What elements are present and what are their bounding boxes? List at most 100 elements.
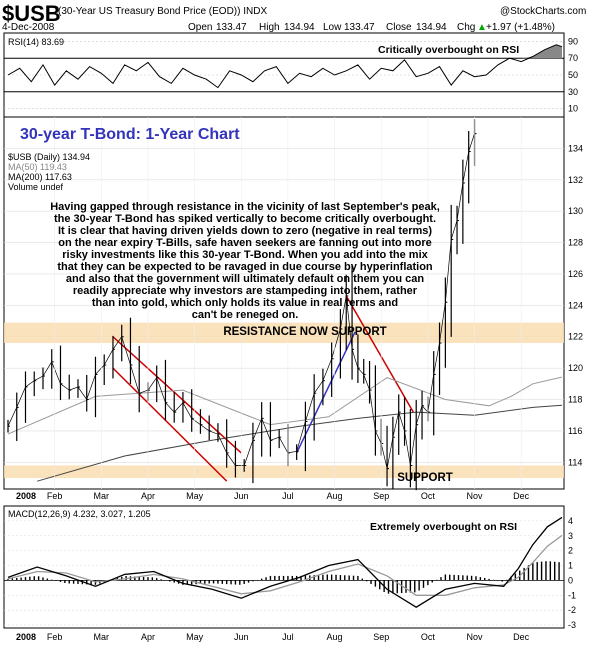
macd-line [7, 516, 563, 608]
rsi-tick-label: 70 [568, 53, 578, 63]
price-tick-label: 128 [568, 238, 583, 248]
macd-tick-label: 2 [568, 546, 573, 556]
price-tick-label: 118 [568, 395, 582, 405]
chg-label: Chg [457, 22, 475, 33]
rsi-tick-label: 50 [568, 70, 578, 80]
price-tick-label: 114 [568, 457, 582, 467]
x-tick-label: Jul [282, 491, 294, 501]
low-label: Low [323, 22, 342, 33]
ma50-legend: MA(50) 119.43 [8, 162, 67, 172]
price-tick-label: 130 [568, 206, 583, 216]
open-value: 133.47 [216, 22, 247, 33]
macd-tick-label: 1 [568, 561, 573, 571]
macd-tick-label: 4 [568, 516, 573, 526]
low-value: 133.47 [344, 22, 375, 33]
volume-legend: Volume undef [8, 182, 64, 192]
price-tick-label: 124 [568, 300, 583, 310]
price-tick-label: 134 [568, 143, 583, 153]
x-axis-labels: 2008 2008 Feb Feb Mar Mar Apr Apr May May Jun Jun Ju… [16, 117, 530, 642]
x-tick-label: 2008 [16, 632, 36, 642]
support-band [4, 465, 564, 479]
x-tick-label: Dec [513, 632, 530, 642]
macd-tick-label: -1 [568, 590, 576, 600]
instrument-name: (30-Year US Treasury Bond Price (EOD)) I… [58, 6, 267, 17]
resistance-band-label: RESISTANCE NOW SUPPORT [223, 326, 386, 338]
x-tick-label: Nov [467, 491, 484, 501]
macd-panel: 4 3 2 1 0 -1 -2 -3 [4, 516, 576, 630]
high-value: 134.94 [284, 22, 315, 33]
x-tick-label: 2008 [16, 491, 36, 501]
x-tick-label: Jun [234, 632, 249, 642]
source-credit: @StockCharts.com [500, 6, 586, 17]
note-line: Having gapped through resistance in the … [50, 201, 440, 213]
rsi-legend: RSI(14) 83.69 [8, 37, 64, 47]
commentary-note: Having gapped through resistance in the … [50, 201, 440, 321]
note-line: than into gold, which only holds its val… [92, 297, 398, 309]
close-label: Close [386, 22, 412, 33]
x-tick-label: Mar [94, 632, 110, 642]
price-legend: $USB (Daily) 134.94 [8, 152, 90, 162]
ma50-line [7, 376, 563, 435]
x-tick-label: Feb [47, 491, 63, 501]
x-tick-label: Sep [373, 491, 389, 501]
open-label: Open [188, 22, 212, 33]
note-line: and also that the government will ultima… [66, 273, 424, 285]
rsi-tick-label: 10 [568, 104, 578, 114]
resistance-band [4, 322, 564, 344]
x-tick-label: Apr [141, 491, 155, 501]
x-tick-label: Oct [421, 632, 436, 642]
price-tick-label: 122 [568, 332, 583, 342]
x-tick-label: Jul [282, 632, 294, 642]
note-line: readily appreciate why investors are sta… [73, 285, 418, 297]
ma200-line [37, 404, 563, 482]
rsi-annotation: Critically overbought on RSI [378, 44, 519, 56]
note-line: the 30-year T-Bond has spiked vertically… [54, 213, 436, 225]
price-tick-label: 116 [568, 426, 582, 436]
macd-legend: MACD(12,26,9) 4.232, 3.027, 1.205 [8, 509, 151, 519]
price-tick-label: 126 [568, 269, 583, 279]
x-tick-label: May [186, 491, 204, 501]
red-channel-right [345, 295, 414, 413]
chg-value: +1.97 (+1.48%) [486, 22, 555, 33]
close-value: 134.94 [416, 22, 447, 33]
red-channel-lower [112, 367, 228, 482]
price-tick-label: 120 [568, 363, 583, 373]
chart-title: 30-year T-Bond: 1-Year Chart [20, 126, 240, 143]
x-tick-label: Apr [141, 632, 155, 642]
x-tick-label: Aug [327, 632, 343, 642]
price-close-line [7, 133, 475, 469]
rsi-tick-label: 90 [568, 36, 578, 46]
x-tick-label: Dec [513, 491, 530, 501]
macd-tick-label: -3 [568, 620, 576, 630]
rsi-line [7, 44, 563, 89]
x-tick-label: May [186, 632, 204, 642]
x-tick-label: Aug [327, 491, 343, 501]
macd-panel-frame [3, 505, 565, 629]
ma200-legend: MA(200) 117.63 [8, 172, 72, 182]
rsi-panel: 90 70 50 30 10 [4, 36, 578, 114]
ticker-symbol: $USB [2, 1, 61, 26]
note-line: can't be reneged on. [192, 309, 299, 321]
x-tick-label: Feb [47, 632, 63, 642]
x-tick-label: Nov [467, 632, 484, 642]
macd-annotation: Extremely overbought on RSI [370, 521, 517, 533]
x-tick-label: Oct [421, 491, 436, 501]
note-line: It is clear that having driven yields do… [58, 225, 432, 237]
blue-channel [295, 331, 356, 454]
x-tick-label: Sep [373, 632, 389, 642]
note-line: risky investments like this 30-year T-Bo… [62, 249, 428, 261]
support-band-label: SUPPORT [397, 472, 453, 484]
price-tick-label: 132 [568, 175, 583, 185]
macd-tick-label: 3 [568, 531, 573, 541]
note-line: on the near expiry T-Bills, safe haven s… [58, 237, 432, 249]
high-label: High [259, 22, 280, 33]
x-tick-label: Jun [234, 491, 249, 501]
macd-tick-label: -2 [568, 605, 576, 615]
price-panel-frame [3, 116, 565, 490]
note-line: that they can be expected to be ravaged … [57, 261, 433, 273]
chart-date: 4-Dec-2008 [2, 22, 55, 33]
x-tick-label: Mar [94, 491, 110, 501]
rsi-tick-label: 30 [568, 87, 578, 97]
macd-tick-label: 0 [568, 575, 573, 585]
red-channel-upper [112, 336, 242, 454]
